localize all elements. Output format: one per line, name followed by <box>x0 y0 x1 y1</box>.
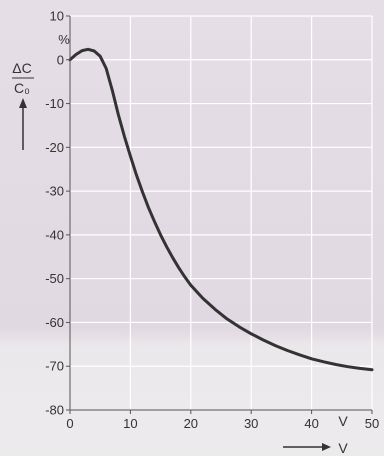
y-axis-arrow <box>19 98 27 150</box>
y-tick-label: -70 <box>45 359 64 374</box>
x-axis-label: V <box>338 440 348 456</box>
x-axis-arrow <box>283 443 331 451</box>
y-tick-label: -80 <box>45 403 64 418</box>
y-tick-label: 0 <box>57 52 64 67</box>
x-tick-label: 30 <box>244 416 258 431</box>
x-tick-label: 10 <box>123 416 137 431</box>
x-tick-label: 0 <box>66 416 73 431</box>
y-unit-label: % <box>58 32 70 47</box>
y-tick-label: -40 <box>45 227 64 242</box>
x-unit-label: V <box>338 413 348 429</box>
y-tick-label: -60 <box>45 315 64 330</box>
y-tick-label: -30 <box>45 184 64 199</box>
x-tick-label: 50 <box>365 416 379 431</box>
y-tick-label: 10 <box>50 9 64 24</box>
y-axis-label-bottom: C₀ <box>14 80 30 96</box>
y-axis-label-top: ΔC <box>12 60 31 76</box>
grid <box>70 15 373 410</box>
y-tick-label: -10 <box>45 96 64 111</box>
capacitance-change-line <box>68 47 374 372</box>
y-tick-label: -20 <box>45 140 64 155</box>
y-tick-label: -50 <box>45 271 64 286</box>
x-tick-label: 20 <box>184 416 198 431</box>
x-tick-label: 40 <box>304 416 318 431</box>
data-line-layer <box>68 47 374 372</box>
axes: 100-10-20-30-40-50-60-70-800 10 20 30 40 50 <box>45 9 379 432</box>
